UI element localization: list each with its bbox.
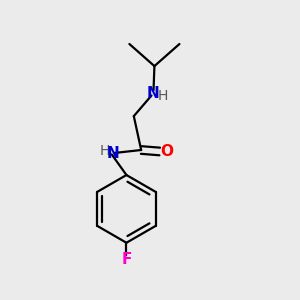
Text: H: H	[158, 88, 168, 103]
Text: F: F	[121, 252, 132, 267]
Text: H: H	[99, 145, 110, 158]
Text: N: N	[106, 146, 119, 161]
Text: N: N	[147, 86, 159, 101]
Text: O: O	[160, 144, 173, 159]
